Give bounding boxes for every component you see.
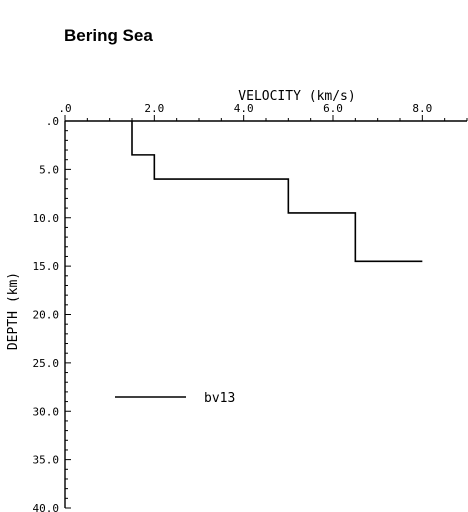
- x-tick-label: 6.0: [323, 102, 343, 115]
- y-tick-label: .0: [46, 115, 59, 128]
- y-tick-label: 30.0: [33, 405, 60, 418]
- series-line-bv13: [131, 121, 423, 263]
- x-tick-label: 4.0: [234, 102, 254, 115]
- y-tick-label: 35.0: [33, 454, 60, 467]
- x-ticks: .0 2.0 4.0 6.0 8.0: [58, 102, 468, 121]
- y-tick-label: 5.0: [39, 163, 59, 176]
- y-tick-label: 40.0: [33, 502, 60, 512]
- legend: bv13: [115, 391, 235, 406]
- x-tick-label: 2.0: [144, 102, 164, 115]
- x-axis-label: VELOCITY (km/s): [238, 89, 355, 104]
- y-tick-label: 10.0: [33, 212, 60, 225]
- y-tick-label: 20.0: [33, 309, 60, 322]
- y-tick-label: 25.0: [33, 357, 60, 370]
- chart-title: Bering Sea: [64, 26, 153, 45]
- y-tick-label: 15.0: [33, 260, 60, 273]
- y-ticks: .0 5.0 10.0 15.0 20.0 25.0 30.0 35.0 40.0: [33, 115, 71, 512]
- series-group: [131, 121, 423, 263]
- x-tick-label: 8.0: [412, 102, 432, 115]
- legend-label-bv13: bv13: [204, 391, 235, 406]
- x-tick-label: .0: [58, 102, 71, 115]
- y-axis-label: DEPTH (km): [6, 272, 21, 350]
